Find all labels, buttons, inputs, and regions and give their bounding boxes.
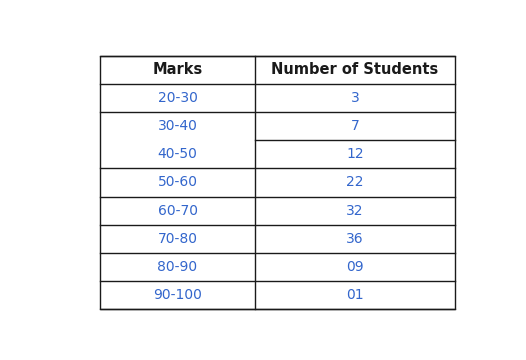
Text: 40-50: 40-50 <box>158 147 197 161</box>
Text: 50-60: 50-60 <box>158 175 198 189</box>
Text: 36: 36 <box>346 232 363 246</box>
Bar <box>100 56 455 309</box>
Bar <box>100 56 455 309</box>
Text: 7: 7 <box>350 119 359 133</box>
Text: Marks: Marks <box>153 62 203 77</box>
Text: Number of Students: Number of Students <box>271 62 439 77</box>
Text: 20-30: 20-30 <box>158 91 197 105</box>
Text: 12: 12 <box>346 147 363 161</box>
Text: 70-80: 70-80 <box>158 232 198 246</box>
Text: 32: 32 <box>346 204 363 218</box>
Text: 90-100: 90-100 <box>153 288 202 302</box>
Text: 80-90: 80-90 <box>157 260 198 274</box>
Text: 3: 3 <box>350 91 359 105</box>
Text: 09: 09 <box>346 260 363 274</box>
Text: 01: 01 <box>346 288 363 302</box>
Text: 60-70: 60-70 <box>158 204 198 218</box>
Text: 22: 22 <box>346 175 363 189</box>
Text: 30-40: 30-40 <box>158 119 197 133</box>
